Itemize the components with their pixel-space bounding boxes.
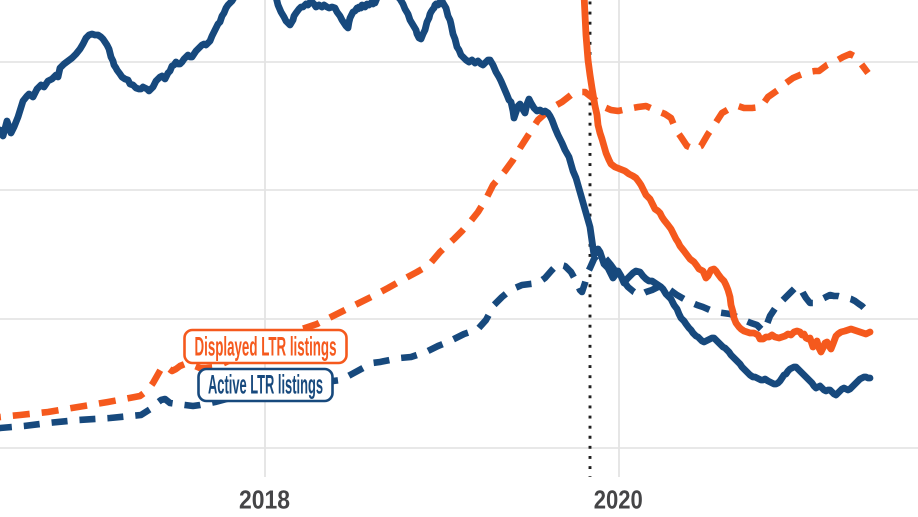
svg-text:2020: 2020 [594, 487, 643, 515]
svg-text:Active LTR listings: Active LTR listings [208, 370, 323, 400]
svg-text:2018: 2018 [239, 487, 290, 515]
svg-text:Displayed LTR listings: Displayed LTR listings [195, 332, 337, 362]
